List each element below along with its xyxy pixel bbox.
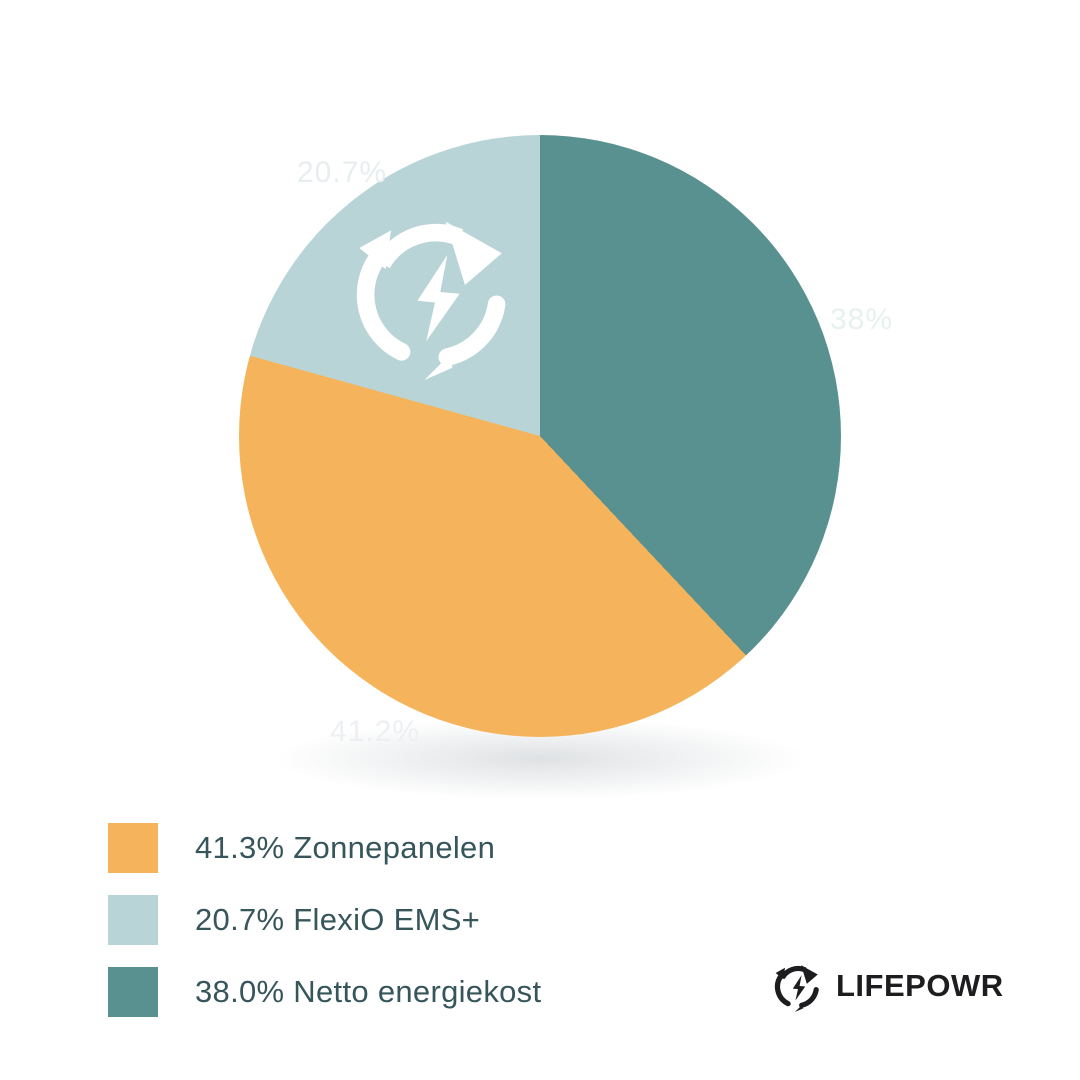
legend-label-flexio: 20.7% FlexiO EMS+ bbox=[195, 902, 481, 937]
legend-item-zonnepanelen: 41.3% Zonnepanelen bbox=[108, 823, 541, 873]
legend-label-netto: 38.0% Netto energiekost bbox=[195, 974, 542, 1009]
legend-swatch-flexio bbox=[108, 895, 158, 945]
pie-chart bbox=[239, 135, 841, 737]
pie-callout-flexio: 20.7% bbox=[297, 156, 388, 189]
pie-callout-netto: 38% bbox=[830, 303, 894, 336]
legend-item-flexio: 20.7% FlexiO EMS+ bbox=[108, 895, 541, 945]
cycle-bolt-icon bbox=[347, 204, 523, 380]
brand-logo: LIFEPOWR bbox=[772, 960, 1004, 1012]
brand-name: LIFEPOWR bbox=[836, 968, 1004, 1003]
legend-swatch-netto bbox=[108, 967, 158, 1017]
legend-swatch-zonnepanelen bbox=[108, 823, 158, 873]
legend-item-netto: 38.0% Netto energiekost bbox=[108, 967, 541, 1017]
legend: 41.3% Zonnepanelen 20.7% FlexiO EMS+ 38.… bbox=[108, 823, 541, 1039]
cycle-bolt-icon bbox=[772, 960, 824, 1012]
legend-label-zonnepanelen: 41.3% Zonnepanelen bbox=[195, 830, 496, 865]
pie-callout-zonnepanelen: 41.2% bbox=[330, 715, 421, 748]
